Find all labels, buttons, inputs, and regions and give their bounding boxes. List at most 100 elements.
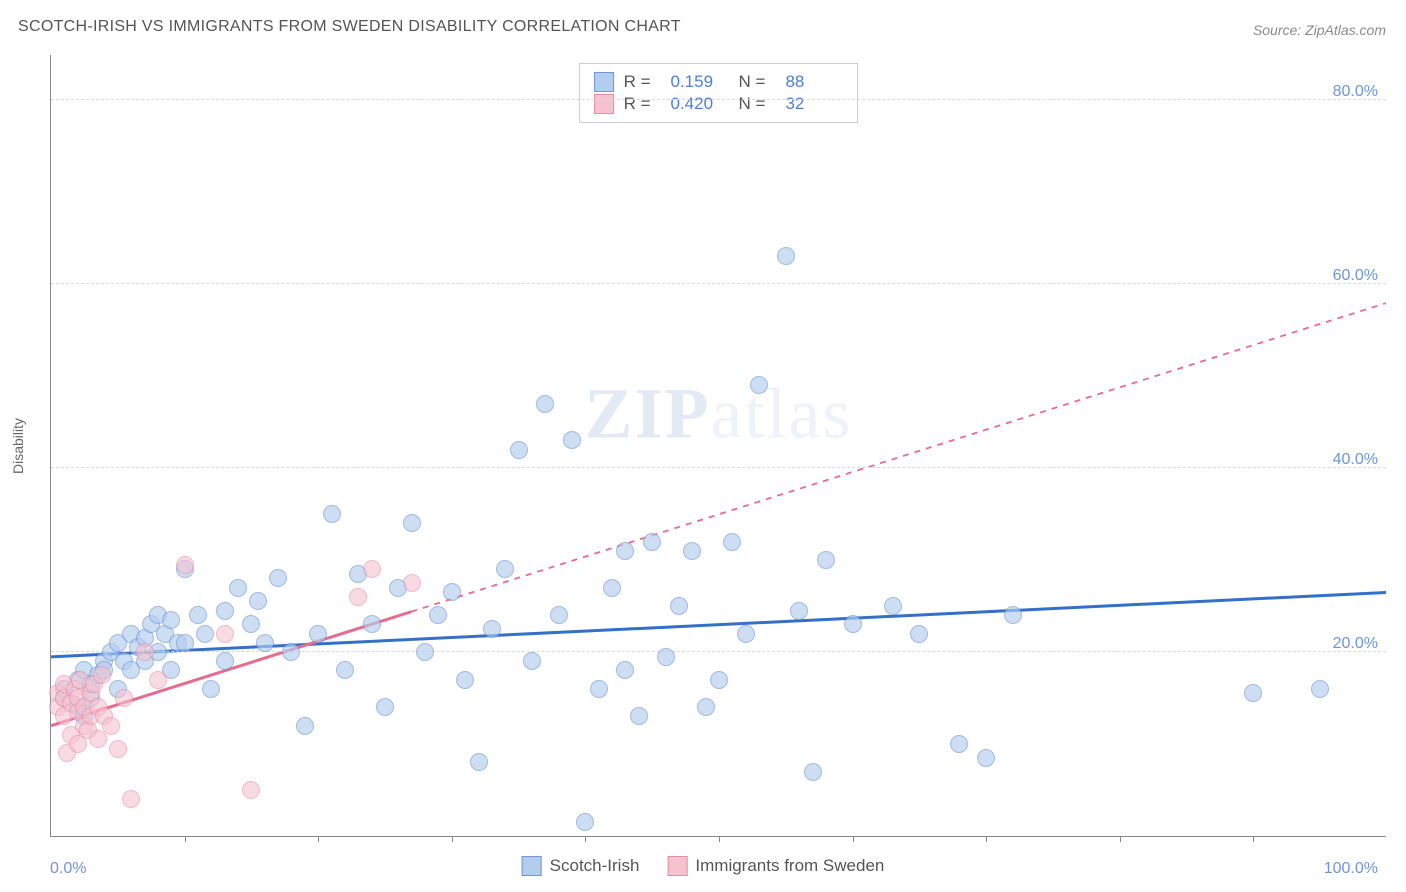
data-point — [229, 579, 247, 597]
data-point — [309, 625, 327, 643]
watermark: ZIPatlas — [585, 373, 853, 456]
data-point — [93, 666, 111, 684]
stats-row: R = 0.159 N = 88 — [594, 72, 844, 92]
x-tick — [585, 836, 586, 842]
data-point — [817, 551, 835, 569]
data-point — [950, 735, 968, 753]
n-value: 88 — [785, 72, 833, 92]
data-point — [630, 707, 648, 725]
data-point — [1244, 684, 1262, 702]
y-tick-label: 40.0% — [1333, 451, 1378, 469]
data-point — [590, 680, 608, 698]
data-point — [456, 671, 474, 689]
data-point — [523, 652, 541, 670]
legend-swatch — [594, 72, 614, 92]
chart-plot-area: ZIPatlas R =0.159N =88R =0.420N =32 — [50, 55, 1386, 837]
data-point — [844, 615, 862, 633]
data-point — [363, 615, 381, 633]
data-point — [777, 247, 795, 265]
data-point — [1311, 680, 1329, 698]
data-point — [657, 648, 675, 666]
data-point — [670, 597, 688, 615]
legend-swatch — [667, 856, 687, 876]
data-point — [282, 643, 300, 661]
data-point — [115, 689, 133, 707]
data-point — [122, 790, 140, 808]
data-point — [563, 431, 581, 449]
x-axis-end-label: 100.0% — [1324, 860, 1378, 878]
data-point — [269, 569, 287, 587]
data-point — [603, 579, 621, 597]
data-point — [550, 606, 568, 624]
data-point — [697, 698, 715, 716]
legend-item: Immigrants from Sweden — [667, 856, 884, 876]
gridline — [51, 99, 1386, 100]
legend-swatch — [522, 856, 542, 876]
gridline — [51, 467, 1386, 468]
data-point — [723, 533, 741, 551]
chart-title: SCOTCH-IRISH VS IMMIGRANTS FROM SWEDEN D… — [18, 18, 681, 36]
data-point — [616, 661, 634, 679]
n-label: N = — [739, 72, 766, 92]
data-point — [910, 625, 928, 643]
data-point — [149, 671, 167, 689]
x-tick — [986, 836, 987, 842]
n-label: N = — [739, 94, 766, 114]
gridline — [51, 651, 1386, 652]
data-point — [189, 606, 207, 624]
y-axis-label: Disability — [10, 418, 26, 474]
data-point — [750, 376, 768, 394]
y-tick-label: 20.0% — [1333, 635, 1378, 653]
data-point — [790, 602, 808, 620]
data-point — [249, 592, 267, 610]
data-point — [616, 542, 634, 560]
gridline — [51, 283, 1386, 284]
data-point — [403, 574, 421, 592]
data-point — [242, 615, 260, 633]
legend-label: Scotch-Irish — [550, 856, 640, 876]
r-value: 0.159 — [671, 72, 719, 92]
data-point — [176, 556, 194, 574]
data-point — [376, 698, 394, 716]
data-point — [737, 625, 755, 643]
data-point — [349, 588, 367, 606]
correlation-stats-box: R =0.159N =88R =0.420N =32 — [579, 63, 859, 123]
data-point — [1004, 606, 1022, 624]
r-label: R = — [624, 72, 651, 92]
source-label: Source: ZipAtlas.com — [1253, 22, 1386, 38]
data-point — [977, 749, 995, 767]
y-tick-label: 80.0% — [1333, 83, 1378, 101]
legend-swatch — [594, 94, 614, 114]
x-axis-start-label: 0.0% — [50, 860, 86, 878]
data-point — [576, 813, 594, 831]
data-point — [683, 542, 701, 560]
data-point — [176, 634, 194, 652]
data-point — [256, 634, 274, 652]
data-point — [804, 763, 822, 781]
data-point — [216, 625, 234, 643]
x-tick — [185, 836, 186, 842]
data-point — [102, 717, 120, 735]
r-value: 0.420 — [671, 94, 719, 114]
data-point — [710, 671, 728, 689]
legend-item: Scotch-Irish — [522, 856, 640, 876]
trend-lines — [51, 55, 1386, 836]
data-point — [89, 730, 107, 748]
data-point — [336, 661, 354, 679]
data-point — [363, 560, 381, 578]
stats-row: R =0.420N =32 — [594, 94, 844, 114]
data-point — [296, 717, 314, 735]
data-point — [323, 505, 341, 523]
x-tick — [853, 836, 854, 842]
x-tick — [452, 836, 453, 842]
y-tick-label: 60.0% — [1333, 267, 1378, 285]
data-point — [136, 643, 154, 661]
data-point — [643, 533, 661, 551]
data-point — [109, 740, 127, 758]
legend-label: Immigrants from Sweden — [695, 856, 884, 876]
data-point — [443, 583, 461, 601]
data-point — [416, 643, 434, 661]
data-point — [496, 560, 514, 578]
data-point — [884, 597, 902, 615]
data-point — [536, 395, 554, 413]
